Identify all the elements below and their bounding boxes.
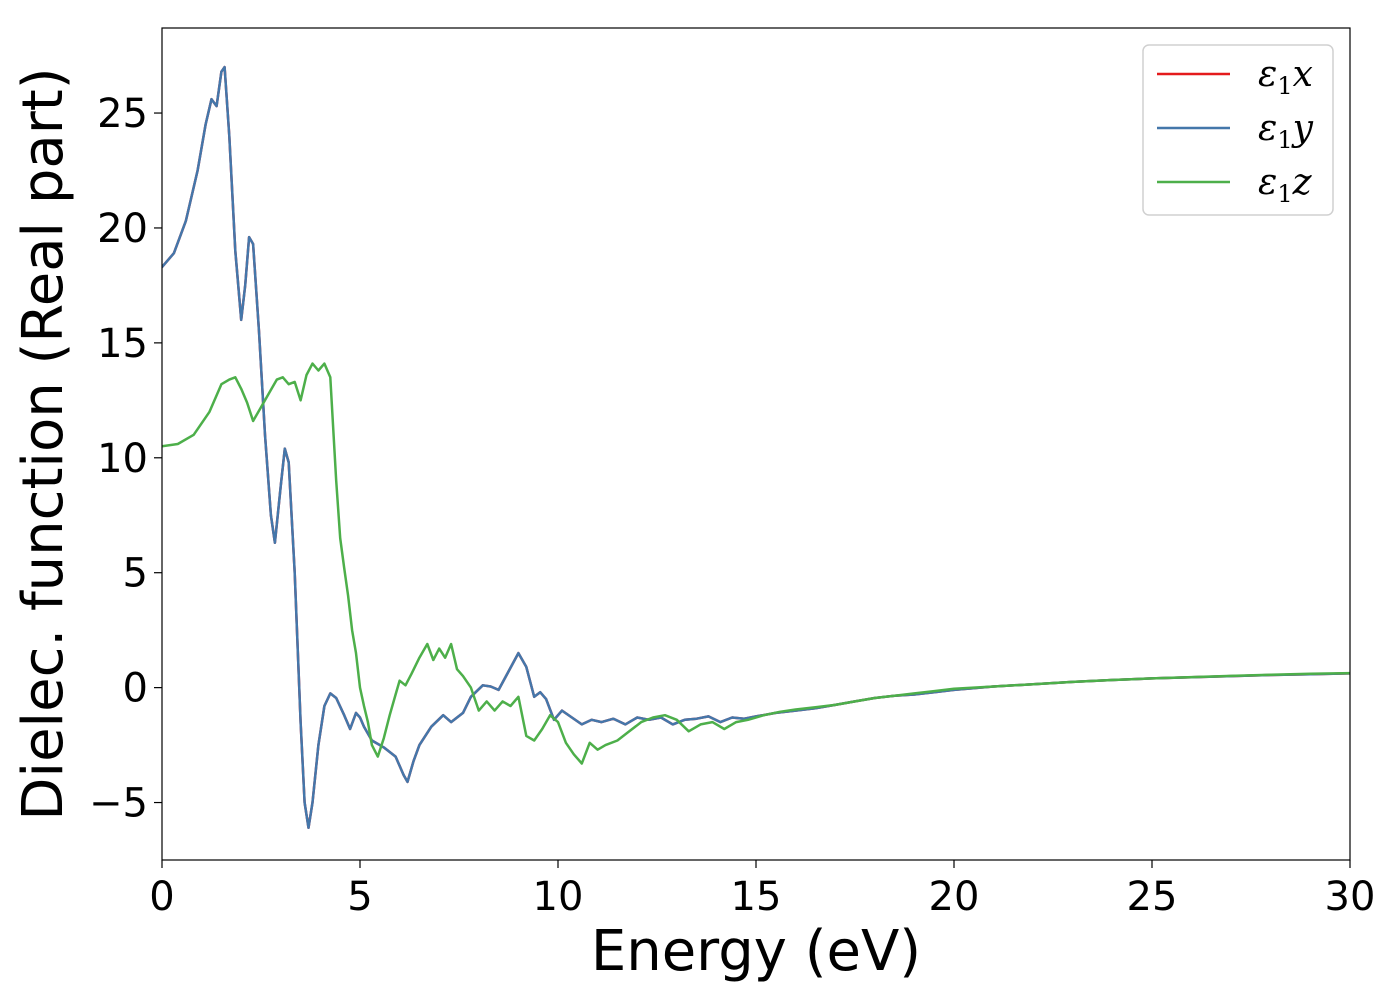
- y-tick-label: 10: [97, 436, 148, 482]
- y-tick-label: 0: [123, 666, 148, 712]
- y-tick-label: 20: [97, 206, 148, 252]
- series-line-z: [162, 362, 1350, 765]
- series-layer: [162, 65, 1350, 830]
- y-tick-label: 25: [97, 91, 148, 137]
- legend-box: [1142, 44, 1334, 216]
- x-tick-label: 20: [929, 874, 980, 920]
- legend: ε1x ε1y ε1z: [1142, 44, 1334, 216]
- x-tick-label: 30: [1325, 874, 1376, 920]
- x-tick-label: 0: [149, 874, 174, 920]
- y-axis-label: Dielec. function (Real part): [11, 67, 76, 820]
- x-tick-label: 5: [347, 874, 372, 920]
- legend-label-x: ε1x: [1258, 54, 1313, 100]
- y-axis: −5 0 5 10 15 20 25: [89, 91, 162, 827]
- y-tick-label: −5: [89, 781, 148, 827]
- x-tick-label: 10: [533, 874, 584, 920]
- x-axis: 0 5 10 15 20 25 30: [149, 860, 1375, 920]
- x-axis-label: Energy (eV): [591, 919, 921, 984]
- legend-label-y: ε1y: [1258, 108, 1314, 154]
- y-tick-label: 15: [97, 321, 148, 367]
- x-tick-label: 15: [731, 874, 782, 920]
- legend-label-z: ε1z: [1258, 162, 1313, 208]
- y-tick-label: 5: [123, 551, 148, 597]
- x-tick-label: 25: [1127, 874, 1178, 920]
